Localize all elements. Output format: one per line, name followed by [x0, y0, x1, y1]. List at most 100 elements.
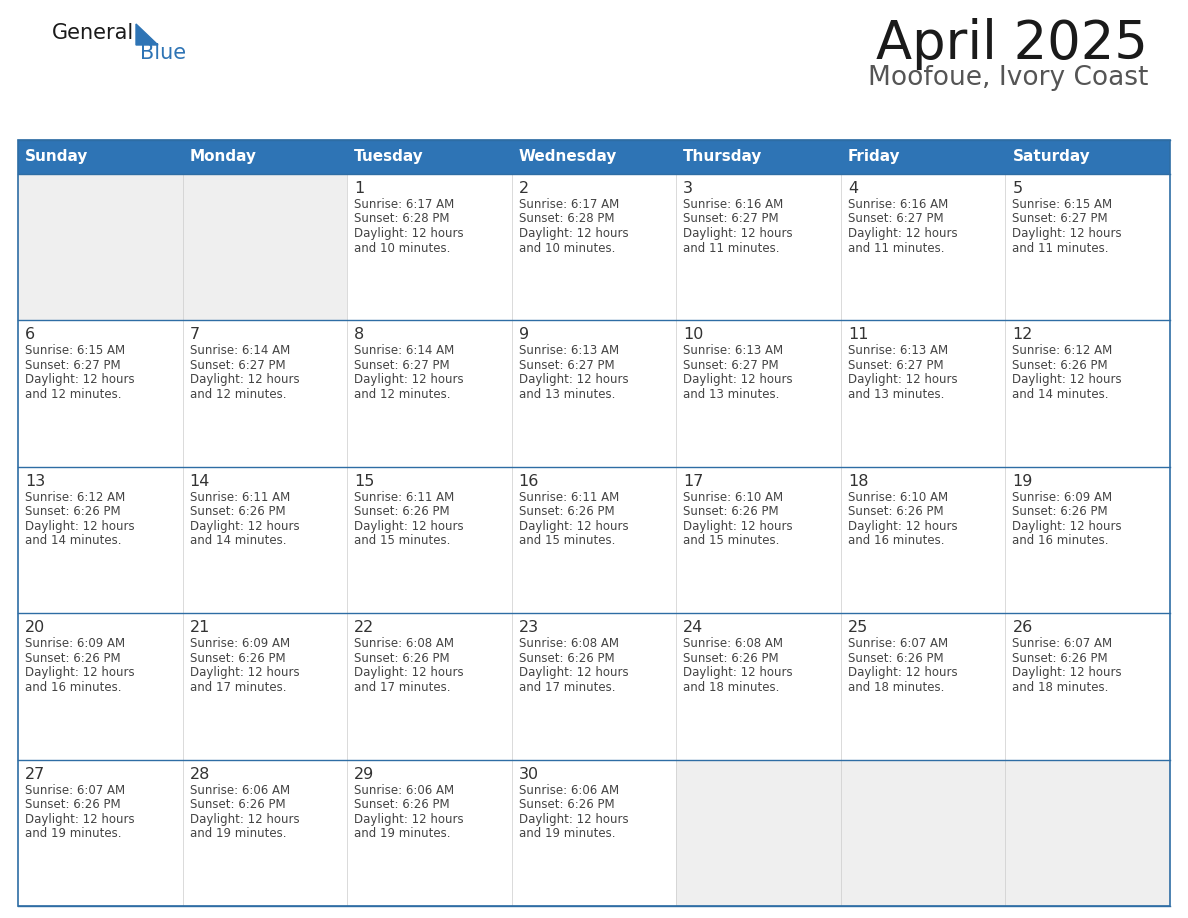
Text: and 16 minutes.: and 16 minutes. — [1012, 534, 1108, 547]
Text: and 14 minutes.: and 14 minutes. — [1012, 388, 1108, 401]
Bar — [512, 613, 676, 759]
Text: and 10 minutes.: and 10 minutes. — [519, 241, 615, 254]
Text: Sunset: 6:26 PM: Sunset: 6:26 PM — [519, 652, 614, 665]
Text: Tuesday: Tuesday — [354, 150, 424, 164]
Text: Sunset: 6:26 PM: Sunset: 6:26 PM — [1012, 652, 1108, 665]
Text: Sunrise: 6:17 AM: Sunrise: 6:17 AM — [519, 198, 619, 211]
Text: Daylight: 12 hours: Daylight: 12 hours — [354, 520, 463, 532]
Bar — [18, 759, 183, 906]
Text: 28: 28 — [190, 767, 210, 781]
Text: 16: 16 — [519, 474, 539, 488]
Text: 22: 22 — [354, 621, 374, 635]
Text: 18: 18 — [848, 474, 868, 488]
Text: 24: 24 — [683, 621, 703, 635]
Text: Sunset: 6:26 PM: Sunset: 6:26 PM — [25, 505, 121, 519]
Bar — [18, 174, 183, 320]
Bar — [183, 613, 347, 759]
Text: 9: 9 — [519, 328, 529, 342]
Text: and 19 minutes.: and 19 minutes. — [190, 827, 286, 840]
Text: Sunrise: 6:10 AM: Sunrise: 6:10 AM — [683, 491, 783, 504]
Text: Sunrise: 6:12 AM: Sunrise: 6:12 AM — [1012, 344, 1113, 357]
Text: Daylight: 12 hours: Daylight: 12 hours — [354, 227, 463, 240]
Text: 4: 4 — [848, 181, 858, 196]
Text: 8: 8 — [354, 328, 365, 342]
Text: and 14 minutes.: and 14 minutes. — [25, 534, 121, 547]
Text: 30: 30 — [519, 767, 539, 781]
Bar — [512, 140, 676, 174]
Text: Sunrise: 6:06 AM: Sunrise: 6:06 AM — [354, 784, 454, 797]
Text: Sunrise: 6:08 AM: Sunrise: 6:08 AM — [683, 637, 783, 650]
Text: Sunset: 6:27 PM: Sunset: 6:27 PM — [683, 212, 779, 226]
Text: Daylight: 12 hours: Daylight: 12 hours — [683, 520, 792, 532]
Text: Sunset: 6:26 PM: Sunset: 6:26 PM — [354, 505, 450, 519]
Text: 13: 13 — [25, 474, 45, 488]
Text: Sunset: 6:26 PM: Sunset: 6:26 PM — [848, 652, 943, 665]
Text: 29: 29 — [354, 767, 374, 781]
Text: Sunrise: 6:14 AM: Sunrise: 6:14 AM — [354, 344, 454, 357]
Bar — [1005, 759, 1170, 906]
Text: Sunrise: 6:09 AM: Sunrise: 6:09 AM — [25, 637, 125, 650]
Bar — [18, 613, 183, 759]
Bar — [347, 613, 512, 759]
Text: Sunrise: 6:07 AM: Sunrise: 6:07 AM — [1012, 637, 1112, 650]
Text: Sunrise: 6:11 AM: Sunrise: 6:11 AM — [354, 491, 454, 504]
Text: Friday: Friday — [848, 150, 901, 164]
Text: and 11 minutes.: and 11 minutes. — [1012, 241, 1108, 254]
Text: Sunset: 6:26 PM: Sunset: 6:26 PM — [354, 652, 450, 665]
Bar — [1005, 140, 1170, 174]
Text: Sunset: 6:27 PM: Sunset: 6:27 PM — [848, 359, 943, 372]
Text: Daylight: 12 hours: Daylight: 12 hours — [848, 374, 958, 386]
Text: Wednesday: Wednesday — [519, 150, 617, 164]
Text: Daylight: 12 hours: Daylight: 12 hours — [683, 666, 792, 679]
Text: Sunset: 6:27 PM: Sunset: 6:27 PM — [1012, 212, 1108, 226]
Bar — [347, 759, 512, 906]
Text: Daylight: 12 hours: Daylight: 12 hours — [354, 374, 463, 386]
Text: Sunrise: 6:07 AM: Sunrise: 6:07 AM — [25, 784, 125, 797]
Text: April 2025: April 2025 — [876, 18, 1148, 70]
Text: Sunset: 6:27 PM: Sunset: 6:27 PM — [354, 359, 450, 372]
Bar — [183, 174, 347, 320]
Text: 17: 17 — [683, 474, 703, 488]
Text: Sunset: 6:26 PM: Sunset: 6:26 PM — [190, 652, 285, 665]
Text: Daylight: 12 hours: Daylight: 12 hours — [519, 227, 628, 240]
Text: Sunrise: 6:06 AM: Sunrise: 6:06 AM — [519, 784, 619, 797]
Text: Sunrise: 6:15 AM: Sunrise: 6:15 AM — [25, 344, 125, 357]
Bar — [347, 174, 512, 320]
Text: General: General — [52, 23, 134, 43]
Text: Sunset: 6:26 PM: Sunset: 6:26 PM — [848, 505, 943, 519]
Text: Sunrise: 6:06 AM: Sunrise: 6:06 AM — [190, 784, 290, 797]
Text: and 17 minutes.: and 17 minutes. — [190, 681, 286, 694]
Text: Sunset: 6:27 PM: Sunset: 6:27 PM — [848, 212, 943, 226]
Text: Thursday: Thursday — [683, 150, 763, 164]
Bar — [183, 759, 347, 906]
Bar — [841, 613, 1005, 759]
Text: 1: 1 — [354, 181, 365, 196]
Text: and 19 minutes.: and 19 minutes. — [519, 827, 615, 840]
Text: Sunrise: 6:14 AM: Sunrise: 6:14 AM — [190, 344, 290, 357]
Text: Daylight: 12 hours: Daylight: 12 hours — [683, 227, 792, 240]
Text: and 13 minutes.: and 13 minutes. — [683, 388, 779, 401]
Bar — [1005, 174, 1170, 320]
Text: Monday: Monday — [190, 150, 257, 164]
Text: Sunrise: 6:09 AM: Sunrise: 6:09 AM — [190, 637, 290, 650]
Bar — [18, 466, 183, 613]
Text: Daylight: 12 hours: Daylight: 12 hours — [1012, 520, 1121, 532]
Text: and 18 minutes.: and 18 minutes. — [1012, 681, 1108, 694]
Text: Sunrise: 6:16 AM: Sunrise: 6:16 AM — [848, 198, 948, 211]
Bar — [512, 174, 676, 320]
Text: and 17 minutes.: and 17 minutes. — [354, 681, 450, 694]
Text: Sunrise: 6:15 AM: Sunrise: 6:15 AM — [1012, 198, 1112, 211]
Text: and 12 minutes.: and 12 minutes. — [25, 388, 121, 401]
Text: and 11 minutes.: and 11 minutes. — [848, 241, 944, 254]
Text: Daylight: 12 hours: Daylight: 12 hours — [190, 374, 299, 386]
Text: 6: 6 — [25, 328, 36, 342]
Text: 12: 12 — [1012, 328, 1032, 342]
Text: Daylight: 12 hours: Daylight: 12 hours — [25, 812, 134, 825]
Bar — [512, 759, 676, 906]
Text: Daylight: 12 hours: Daylight: 12 hours — [190, 666, 299, 679]
Text: Sunrise: 6:09 AM: Sunrise: 6:09 AM — [1012, 491, 1112, 504]
Text: Sunrise: 6:11 AM: Sunrise: 6:11 AM — [190, 491, 290, 504]
Text: and 12 minutes.: and 12 minutes. — [190, 388, 286, 401]
Text: 19: 19 — [1012, 474, 1032, 488]
Text: Daylight: 12 hours: Daylight: 12 hours — [25, 374, 134, 386]
